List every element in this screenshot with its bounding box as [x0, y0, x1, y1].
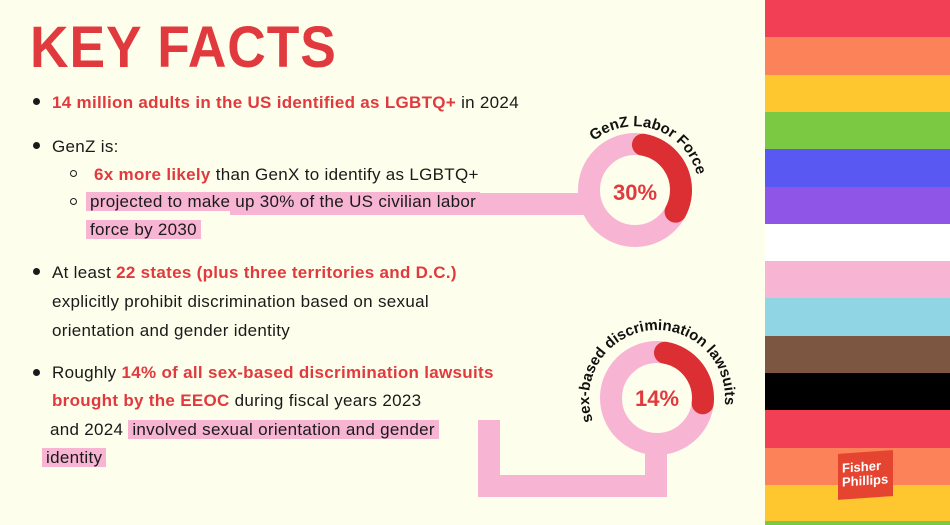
flag-stripe	[765, 298, 950, 337]
page-title: KEY FACTS	[30, 15, 337, 80]
donut-value-arc	[600, 341, 714, 455]
flag-stripe	[765, 74, 950, 113]
flag-stripe	[765, 373, 950, 411]
donut-value: 14%	[635, 386, 679, 411]
bullet	[33, 369, 40, 376]
bullet	[33, 268, 40, 275]
connector-2-horizontal	[478, 475, 660, 497]
fisher-phillips-logo: Fisher Phillips	[838, 450, 893, 500]
donut-value: 30%	[613, 180, 657, 205]
flag-stripe	[765, 186, 950, 225]
fact-2-sub-2: projected to make up 30% of the US civil…	[86, 188, 481, 244]
sub-bullet	[70, 170, 77, 177]
bullet	[33, 142, 40, 149]
donut-value-arc	[578, 133, 692, 247]
flag-stripe	[765, 335, 950, 374]
flag-stripe	[765, 149, 950, 188]
flag-stripe	[765, 410, 950, 449]
fact-3: At least 22 states (plus three territori…	[52, 263, 457, 340]
bullet	[33, 98, 40, 105]
donut-lawsuits: 14% sex-based discrimination lawsuits	[576, 317, 738, 455]
fact-4: Roughly 14% of all sex-based discriminat…	[52, 363, 494, 410]
fact-1: 14 million adults in the US identified a…	[52, 93, 519, 112]
flag-stripe	[765, 223, 950, 262]
fact-4-cont: and 2024 involved sexual orientation and…	[42, 416, 439, 472]
flag-stripe	[765, 37, 950, 76]
sub-bullet	[70, 198, 77, 205]
flag-stripe	[765, 111, 950, 150]
fact-2-lead: GenZ is:	[52, 137, 119, 156]
flag-stripe	[765, 261, 950, 300]
flag-stripe	[765, 521, 950, 525]
donut-genz: 30% GenZ Labor Force	[578, 113, 709, 247]
fact-2-sub-1: 6x more likely than GenX to identify as …	[94, 165, 479, 184]
flag-stripe	[765, 0, 950, 38]
